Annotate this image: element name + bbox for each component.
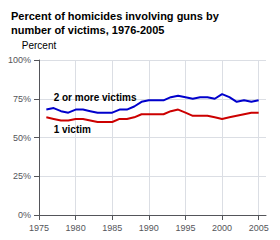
svg-text:100%: 100% <box>8 55 31 65</box>
svg-text:1975: 1975 <box>29 223 49 233</box>
svg-text:2 or more victims: 2 or more victims <box>54 92 137 103</box>
svg-text:2000: 2000 <box>212 223 232 233</box>
svg-text:1995: 1995 <box>175 223 195 233</box>
svg-text:Percent: Percent <box>22 40 57 51</box>
svg-text:2005: 2005 <box>249 223 269 233</box>
svg-text:0%: 0% <box>18 210 31 220</box>
svg-text:1 victim: 1 victim <box>54 124 91 135</box>
svg-text:50%: 50% <box>13 133 31 143</box>
svg-text:1985: 1985 <box>102 223 122 233</box>
svg-text:1990: 1990 <box>139 223 159 233</box>
svg-text:number of victims, 1976-2005: number of victims, 1976-2005 <box>11 24 164 36</box>
svg-text:1980: 1980 <box>66 223 86 233</box>
svg-text:25%: 25% <box>13 171 31 181</box>
svg-text:Percent of homicides involving: Percent of homicides involving guns by <box>11 10 220 22</box>
svg-text:75%: 75% <box>13 94 31 104</box>
